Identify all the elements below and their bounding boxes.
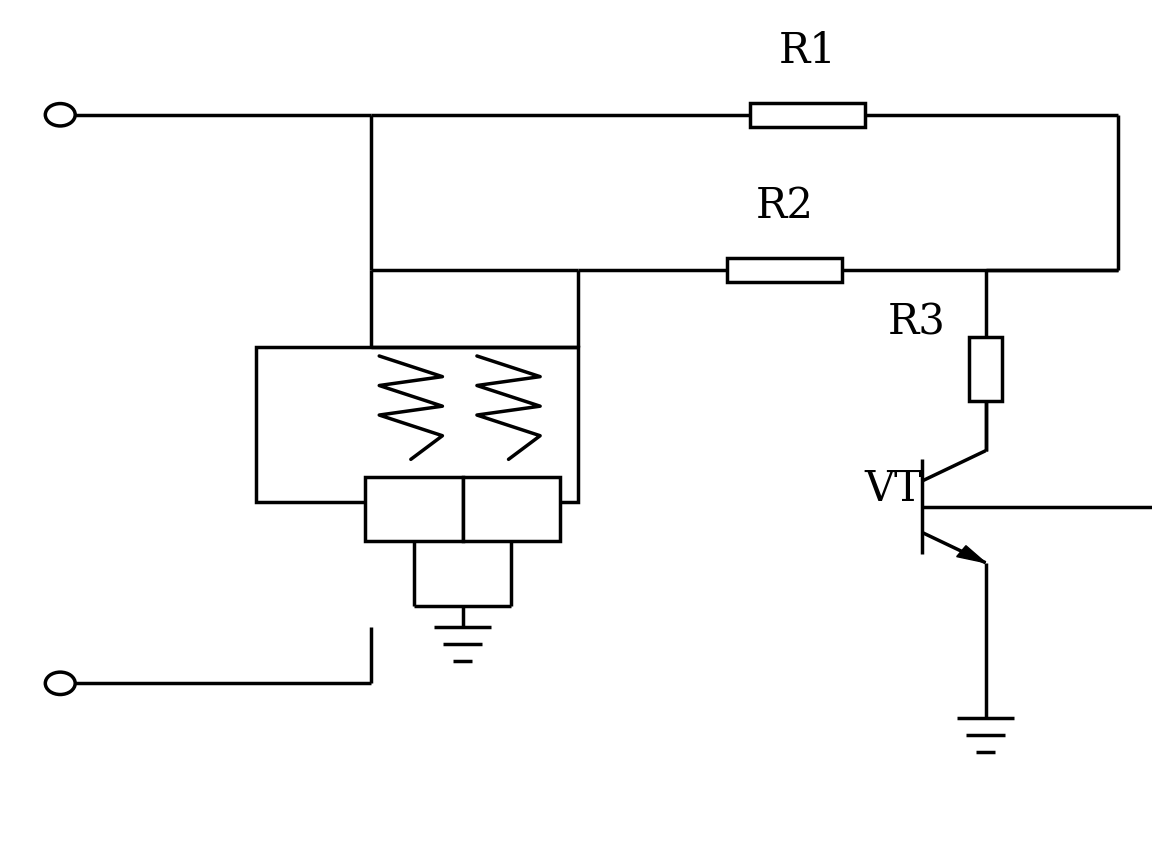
Bar: [726, 257, 842, 282]
Bar: [255, 348, 578, 502]
Bar: [750, 102, 865, 127]
Bar: [462, 477, 560, 541]
Text: R3: R3: [887, 301, 945, 343]
Polygon shape: [956, 545, 985, 563]
Bar: [969, 336, 1001, 401]
Text: R1: R1: [778, 29, 836, 72]
Text: R2: R2: [755, 185, 813, 227]
Bar: [365, 477, 462, 541]
Text: VT: VT: [865, 468, 923, 511]
